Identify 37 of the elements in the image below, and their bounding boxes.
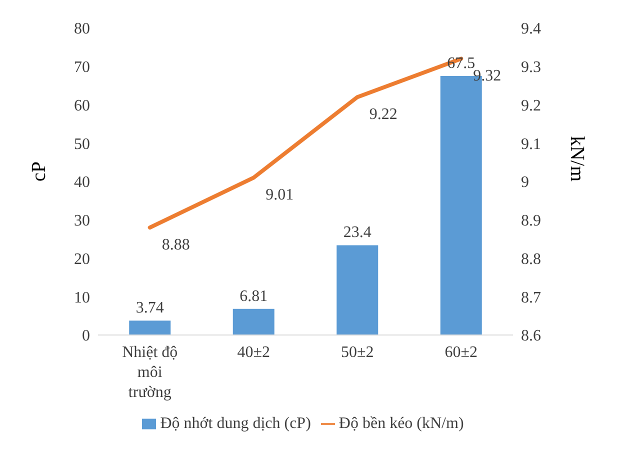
y2-tick-label: 9.4 [521, 20, 541, 38]
legend-label: Độ bền kéo (kN/m) [338, 415, 464, 432]
y-axis-title: cP [28, 162, 50, 182]
y2-tick-label: 9 [521, 174, 529, 192]
y2-tick-label: 9.1 [521, 136, 541, 153]
data-label: 9.01 [266, 186, 294, 204]
data-label: 23.4 [343, 224, 372, 242]
y2-tick-label: 9.2 [521, 97, 541, 114]
y2-axis-title: kN/m [566, 136, 588, 182]
x-tick-label: 40±2 [237, 344, 270, 361]
data-label: 6.81 [240, 288, 268, 305]
y-tick-label: 40 [74, 174, 90, 192]
y-tick-label: 10 [74, 289, 90, 306]
y-tick-label: 50 [74, 136, 90, 153]
y-tick-label: 20 [74, 250, 90, 268]
data-label: 8.88 [162, 236, 190, 254]
x-tick-label: Nhiệt độ môi trường [122, 344, 178, 401]
data-label: 9.22 [369, 106, 398, 124]
y2-tick-label: 8.6 [521, 328, 541, 345]
bar [336, 245, 378, 335]
data-label: 9.32 [473, 68, 502, 85]
y2-tick-label: 8.9 [521, 212, 541, 230]
legend-label: Độ nhớt dung dịch (cP) [160, 415, 311, 432]
bar [232, 308, 274, 335]
y-tick-label: 80 [74, 20, 90, 38]
y2-tick-label: 8.7 [521, 289, 541, 306]
y-tick-label: 0 [82, 328, 90, 345]
y-tick-label: 70 [74, 59, 90, 76]
y2-tick-label: 8.8 [521, 250, 541, 268]
x-tick-label: 60±2 [444, 344, 478, 361]
y-tick-label: 30 [74, 212, 90, 230]
data-label: 67.5 [447, 54, 476, 72]
bar [129, 320, 171, 335]
data-label: 3.74 [136, 300, 164, 317]
x-tick-label: 50±2 [340, 344, 374, 361]
y2-tick-label: 9.3 [521, 59, 541, 76]
y-tick-label: 60 [74, 97, 90, 114]
